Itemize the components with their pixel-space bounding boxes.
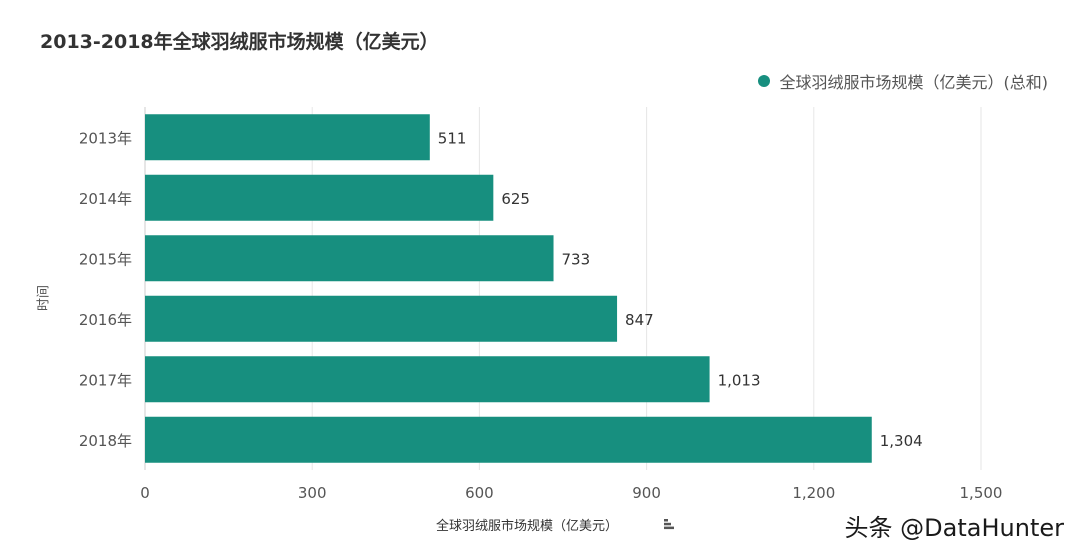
y-tick-label: 2014年 (79, 190, 132, 208)
data-label: 625 (501, 190, 530, 208)
legend-label: 全球羽绒服市场规模（亿美元）(总和) (779, 73, 1049, 92)
data-label: 847 (625, 311, 654, 329)
bar[interactable] (145, 174, 494, 221)
sort-icon[interactable] (663, 518, 675, 530)
data-label: 733 (562, 250, 591, 268)
x-tick-label: 600 (465, 484, 494, 502)
legend-marker (757, 75, 770, 87)
x-tick-label: 900 (632, 484, 661, 502)
x-tick-label: 0 (140, 484, 150, 502)
y-tick-label: 2015年 (79, 250, 132, 268)
data-label: 1,304 (880, 432, 923, 450)
bar[interactable] (145, 356, 710, 403)
y-axis-label: 时间 (36, 284, 52, 312)
y-tick-label: 2017年 (79, 371, 132, 389)
chart-title: 2013-2018年全球羽绒服市场规模（亿美元） (40, 31, 439, 53)
y-tick-label: 2016年 (79, 311, 132, 329)
x-axis-label: 全球羽绒服市场规模（亿美元） (435, 519, 619, 534)
watermark: 头条 @DataHunter (844, 514, 1064, 542)
data-label: 511 (438, 129, 467, 147)
x-tick-label: 1,200 (792, 484, 835, 502)
y-tick-label: 2018年 (79, 432, 132, 450)
bar[interactable] (145, 295, 618, 342)
bar[interactable] (145, 416, 872, 463)
x-tick-label: 300 (298, 484, 327, 502)
x-tick-label: 1,500 (960, 484, 1003, 502)
bar[interactable] (145, 114, 430, 161)
legend[interactable]: 全球羽绒服市场规模（亿美元）(总和) (757, 69, 1049, 93)
bar[interactable] (145, 235, 554, 282)
data-label: 1,013 (718, 371, 761, 389)
y-tick-label: 2013年 (79, 129, 132, 147)
